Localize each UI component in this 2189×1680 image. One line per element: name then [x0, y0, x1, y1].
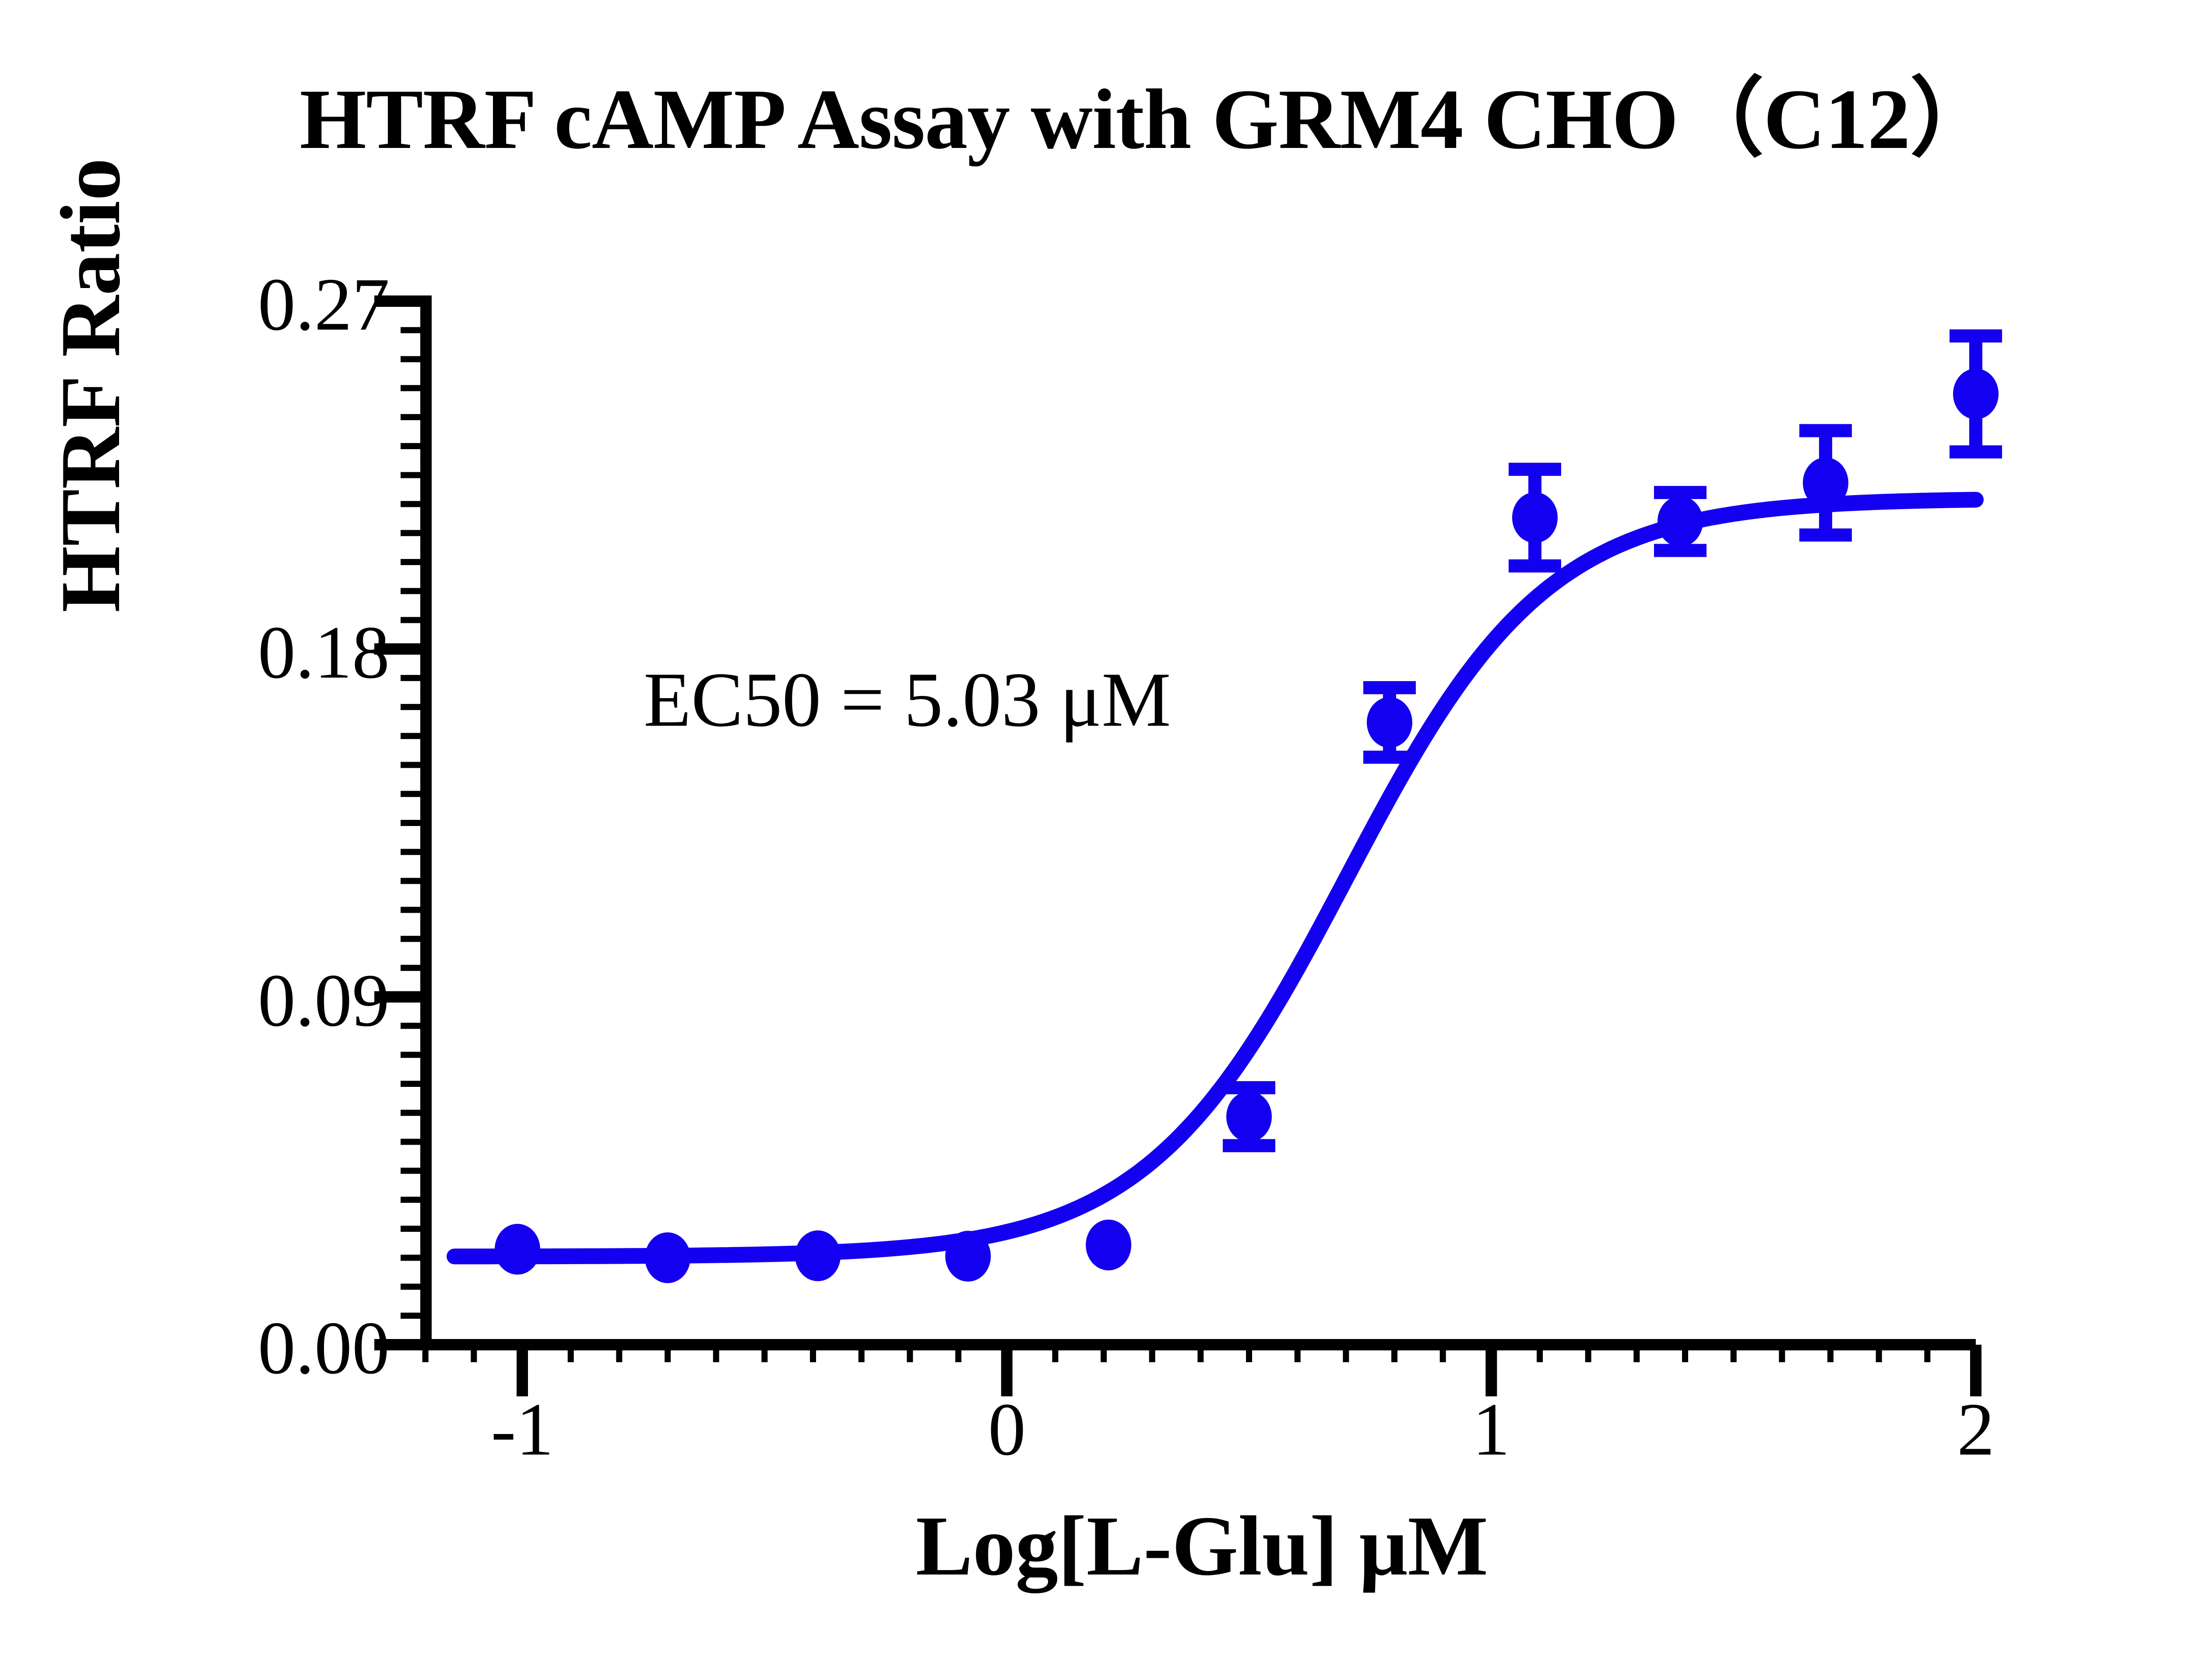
fit-curve [447, 492, 1984, 1265]
data-point [1657, 496, 1703, 547]
data-point [945, 1230, 991, 1282]
x-tick-label-1: 1 [1472, 1388, 1510, 1471]
data-point [1086, 1220, 1132, 1271]
x-tick-label-0: 0 [988, 1388, 1026, 1471]
error-bars [1223, 329, 2002, 1153]
y-tick-label-027: 0.27 [258, 263, 390, 346]
data-point [1802, 457, 1848, 508]
data-points [494, 368, 1999, 1283]
x-tick-label-minus1: -1 [491, 1388, 554, 1471]
data-point [494, 1223, 540, 1275]
axis-lines [374, 295, 1981, 1396]
page-title: HTRF cAMP Assay with GRM4 CHO（C12） [299, 72, 1995, 167]
y-tick-label-000: 0.00 [258, 1307, 390, 1390]
y-tick-label-009: 0.09 [258, 959, 390, 1042]
data-point [795, 1230, 841, 1281]
data-point [645, 1232, 690, 1283]
x-tick-label-2: 2 [1957, 1388, 1995, 1471]
data-point [1512, 492, 1558, 543]
data-point [1953, 368, 1999, 419]
data-point [1226, 1091, 1272, 1142]
x-axis-title: Log[L-Glu] μM [915, 1499, 1489, 1593]
data-point [1366, 697, 1412, 748]
ec50-annotation: EC50 = 5.03 μM [644, 656, 1171, 743]
y-tick-label-018: 0.18 [258, 611, 390, 694]
